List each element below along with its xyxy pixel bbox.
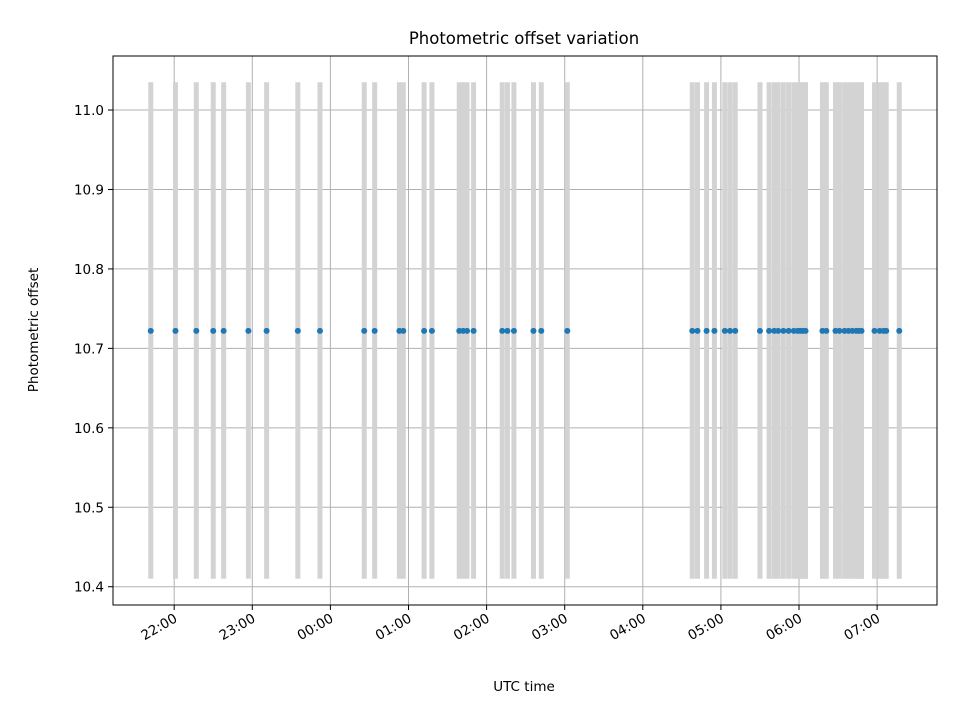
data-point [883, 327, 890, 334]
y-tick-label: 10.9 [74, 182, 104, 198]
data-point [538, 327, 545, 334]
y-tick-label: 10.4 [74, 580, 104, 596]
data-point [858, 327, 865, 334]
data-point [193, 327, 200, 334]
data-point [361, 327, 368, 334]
data-point [727, 327, 734, 334]
data-point [504, 327, 511, 334]
data-point [210, 327, 217, 334]
y-tick-label: 11.0 [74, 103, 104, 119]
data-point [172, 327, 179, 334]
data-point [823, 327, 830, 334]
data-point [780, 327, 787, 334]
data-point [530, 327, 537, 334]
data-point [470, 327, 477, 334]
data-point [766, 327, 773, 334]
data-point [499, 327, 506, 334]
data-point [689, 327, 696, 334]
data-point [756, 327, 763, 334]
plot-frame [112, 55, 938, 606]
data-point [421, 327, 428, 334]
y-tick-label: 10.8 [74, 262, 104, 278]
data-point [802, 327, 809, 334]
data-point [464, 327, 471, 334]
data-point [721, 327, 728, 334]
data-point [371, 327, 378, 334]
y-tick-label: 10.5 [74, 500, 104, 516]
x-axis-label: UTC time [493, 679, 555, 695]
data-point [703, 327, 710, 334]
data-point [510, 327, 517, 334]
chart-title: Photometric offset variation [409, 29, 639, 48]
data-point [400, 327, 407, 334]
data-point [316, 327, 323, 334]
data-points [147, 327, 903, 334]
data-point [220, 327, 227, 334]
y-tick-label: 10.6 [74, 421, 104, 437]
data-point [694, 327, 701, 334]
data-point [871, 327, 878, 334]
y-tick-label: 10.7 [74, 341, 104, 357]
data-point [732, 327, 739, 334]
data-point [428, 327, 435, 334]
y-axis-ticks: 10.4 10.5 10.6 10.7 10.8 10.9 11.0 [74, 103, 113, 596]
data-point [263, 327, 270, 334]
data-point [294, 327, 301, 334]
data-point [147, 327, 154, 334]
data-point [245, 327, 252, 334]
data-point [711, 327, 718, 334]
data-point [785, 327, 792, 334]
y-axis-label: Photometric offset [26, 268, 42, 392]
data-point [775, 327, 782, 334]
data-point [896, 327, 903, 334]
data-point [564, 327, 571, 334]
data-point [836, 327, 843, 334]
